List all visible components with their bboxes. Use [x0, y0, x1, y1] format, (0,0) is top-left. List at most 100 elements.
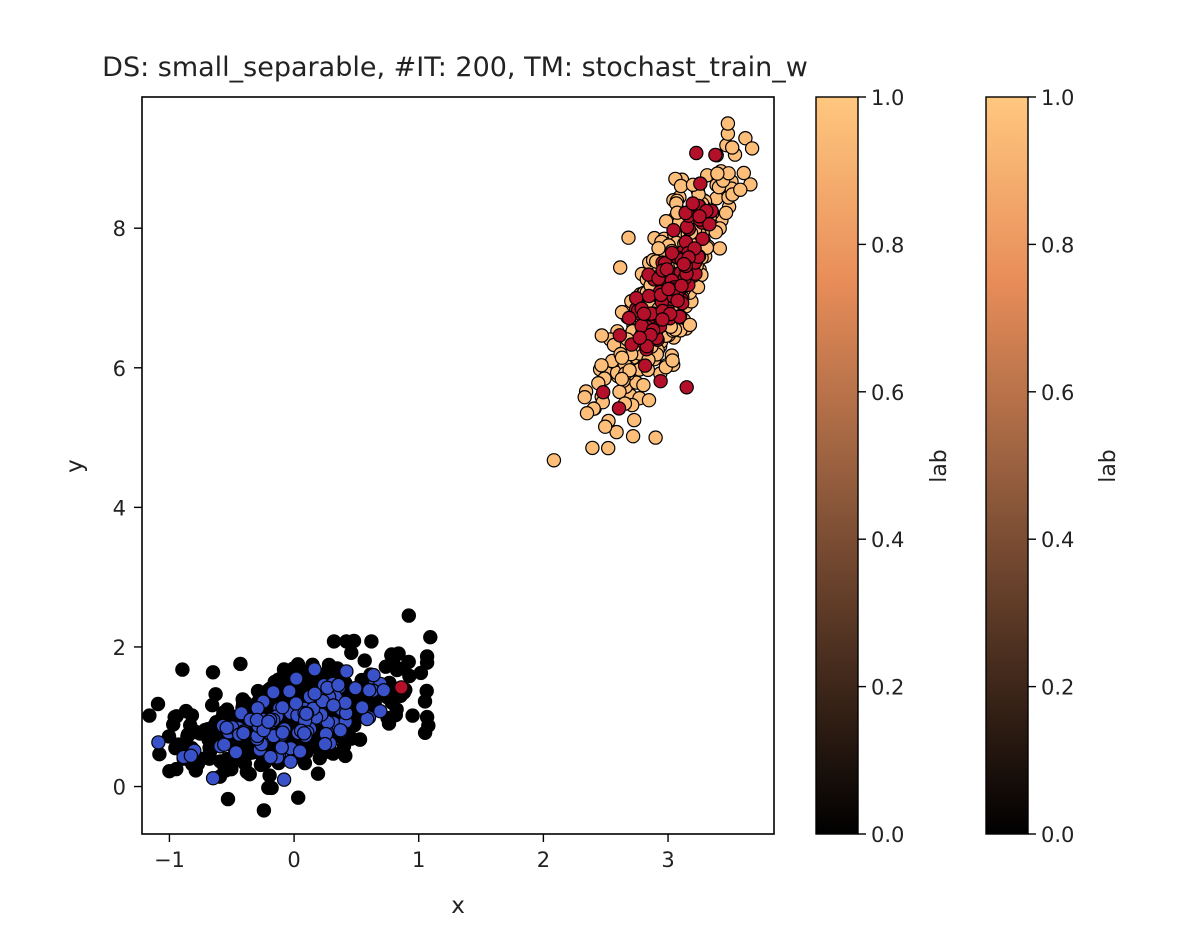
colorbar-2-label: lab: [1096, 449, 1121, 483]
scatter-point: [152, 747, 167, 762]
scatter-point: [312, 750, 327, 766]
colorbar-tick-label: 0.4: [871, 528, 904, 552]
scatter-point: [205, 771, 221, 786]
scatter-point: [208, 687, 223, 702]
x-tick-label: 0: [287, 848, 300, 872]
scatter-point: [702, 217, 717, 232]
scatter-point: [151, 735, 166, 750]
scatter-point: [611, 401, 627, 416]
scatter-point: [401, 654, 416, 670]
scatter-point: [421, 718, 436, 733]
scatter-point: [373, 704, 388, 719]
scatter-point: [168, 740, 183, 756]
scatter-point: [299, 706, 314, 721]
scatter-point: [262, 768, 277, 783]
scatter-point: [338, 748, 353, 764]
scatter-point: [310, 766, 326, 781]
scatter-point: [679, 380, 694, 395]
scatter-point: [673, 178, 689, 194]
scatter-point: [674, 278, 689, 293]
scatter-point: [720, 116, 736, 131]
scatter-point: [219, 720, 234, 735]
scatter-point: [744, 141, 760, 156]
scatter-point: [579, 406, 595, 421]
colorbar-tick-label: 0.6: [871, 381, 904, 405]
scatter-point: [289, 671, 304, 686]
scatter-point: [165, 717, 181, 732]
scatter-point: [142, 708, 157, 723]
scatter-point: [317, 736, 333, 752]
scatter-point: [594, 358, 609, 373]
scatter-series-1: [151, 662, 391, 787]
scatter-point: [710, 166, 725, 181]
colorbar-tick-label: 0.4: [1041, 528, 1074, 552]
scatter-point: [651, 241, 666, 256]
scatter-point: [689, 145, 704, 161]
scatter-point: [594, 328, 610, 343]
scatter-point: [362, 683, 377, 698]
scatter-point: [183, 748, 199, 763]
scatter-point: [220, 791, 236, 807]
scatter-point: [283, 754, 298, 769]
scatter-point: [653, 374, 668, 389]
scatter-point: [150, 696, 166, 712]
scatter-point: [423, 630, 438, 645]
scatter-point: [585, 440, 600, 456]
x-axis-label: x: [451, 893, 465, 919]
chart-title: DS: small_separable, #IT: 200, TM: stoch…: [102, 52, 808, 83]
scatter-point: [614, 371, 630, 387]
scatter-point: [405, 708, 420, 723]
scatter-point: [693, 176, 708, 191]
scatter-point: [263, 749, 278, 765]
scatter-point: [364, 634, 379, 649]
x-tick-label: 3: [661, 848, 674, 872]
scatter-point: [733, 182, 748, 197]
scatter-point: [648, 430, 663, 445]
scatter-point: [708, 147, 723, 163]
scatter-series-3: [394, 145, 723, 695]
scatter-point: [236, 725, 251, 741]
scatter-point: [307, 662, 322, 677]
scatter-point: [297, 726, 312, 741]
scatter-point: [233, 656, 248, 672]
y-tick-label: 6: [113, 357, 126, 381]
scatter-point: [292, 744, 308, 759]
scatter-point: [275, 700, 290, 715]
colorbar-1-ticks: 0.0 0.2 0.4 0.6 0.8 1.0: [858, 86, 904, 847]
scatter-point: [625, 429, 641, 444]
scatter-point: [637, 358, 653, 373]
scatter-point: [692, 209, 707, 224]
scatter-point: [682, 317, 698, 333]
scatter-point: [282, 684, 297, 699]
scatter-point: [636, 377, 651, 393]
x-tick-label: −1: [154, 848, 185, 872]
scatter-point: [641, 288, 657, 304]
scatter-point: [339, 634, 354, 649]
scatter-point: [228, 745, 244, 760]
colorbar-tick-label: 1.0: [1041, 86, 1074, 110]
scatter-points: [142, 116, 760, 818]
colorbar-tick-label: 0.6: [1041, 381, 1074, 405]
scatter-point: [344, 731, 359, 746]
y-tick-label: 2: [113, 636, 126, 660]
colorbar-2: 0.0 0.2 0.4 0.6 0.8 1.0 lab: [985, 86, 1121, 847]
plot-frame: [141, 96, 775, 835]
scatter-point: [266, 685, 281, 700]
scatter-point: [621, 230, 636, 245]
scatter-point: [276, 772, 292, 787]
scatter-point: [384, 648, 399, 663]
scatter-point: [175, 662, 190, 677]
scatter-point: [546, 453, 562, 468]
scatter-point: [184, 708, 200, 723]
scatter-point: [326, 634, 342, 649]
colorbar-tick-label: 0.2: [871, 676, 904, 700]
scatter-point: [725, 140, 740, 155]
scatter-point: [218, 763, 233, 778]
scatter-point: [636, 306, 652, 321]
scatter-point: [338, 695, 353, 711]
scatter-point: [357, 653, 372, 668]
colorbar-1: 0.0 0.2 0.4 0.6 0.8 1.0 lab: [815, 86, 952, 847]
colorbar-tick-label: 0.2: [1041, 676, 1074, 700]
scatter-point: [718, 205, 734, 221]
